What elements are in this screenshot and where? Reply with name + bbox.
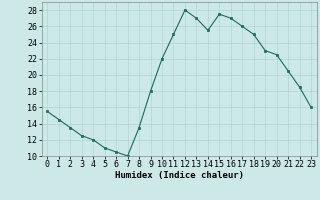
X-axis label: Humidex (Indice chaleur): Humidex (Indice chaleur) [115,171,244,180]
